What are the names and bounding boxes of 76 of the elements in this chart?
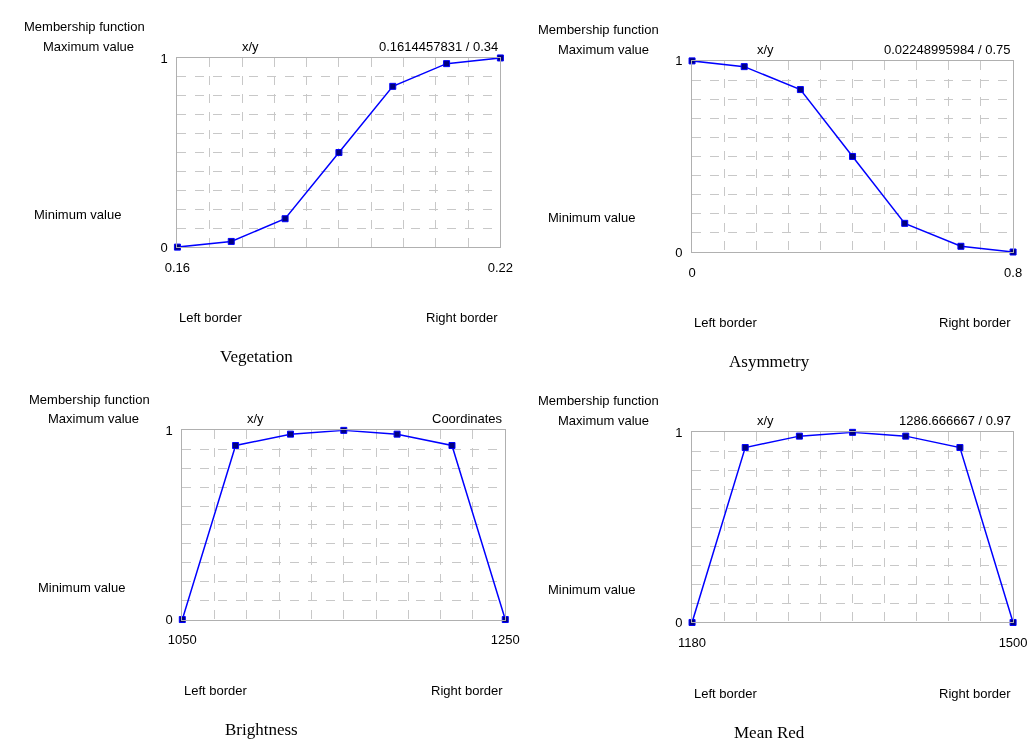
text: Maximum value bbox=[43, 39, 135, 54]
text: Minimum value bbox=[548, 582, 636, 597]
text: Coordinates bbox=[432, 411, 503, 426]
text: Right border bbox=[431, 683, 504, 698]
x-tick-label: 1050 bbox=[167, 632, 197, 648]
text: Brightness bbox=[225, 720, 298, 739]
text: Minimum value bbox=[548, 210, 636, 225]
point bbox=[957, 242, 965, 250]
x-tick-label: 1500 bbox=[998, 635, 1028, 651]
x-tick-label: 0 bbox=[688, 264, 696, 280]
y-tick-label: 0 bbox=[160, 239, 168, 255]
point bbox=[448, 442, 456, 449]
point bbox=[1009, 248, 1017, 256]
point bbox=[443, 60, 451, 68]
text: Membership function bbox=[29, 392, 150, 407]
text: 0.02248995984 / 0.75 bbox=[884, 42, 1011, 57]
point bbox=[956, 444, 964, 452]
text: Vegetation bbox=[220, 347, 294, 366]
text: Minimum value bbox=[34, 207, 122, 222]
point bbox=[741, 444, 749, 452]
x-tick-label: 0.8 bbox=[1004, 264, 1023, 280]
y-tick-label: 1 bbox=[675, 424, 683, 440]
point bbox=[335, 149, 343, 157]
point bbox=[389, 82, 397, 90]
point bbox=[393, 430, 401, 438]
point bbox=[902, 432, 910, 440]
text: x/y bbox=[757, 42, 775, 57]
y-tick-label: 0 bbox=[165, 612, 173, 628]
point bbox=[287, 430, 294, 438]
line-series bbox=[178, 426, 509, 624]
text: Membership function bbox=[24, 19, 145, 34]
text: Right border bbox=[939, 686, 1012, 701]
text: 0.1614457831 / 0.34 bbox=[379, 39, 499, 54]
point bbox=[232, 442, 240, 449]
y-tick-label: 1 bbox=[165, 422, 173, 438]
y-tick-label: 1 bbox=[160, 50, 168, 66]
text: Right border bbox=[426, 310, 499, 325]
line-series bbox=[688, 57, 1017, 256]
point bbox=[795, 432, 803, 440]
text: x/y bbox=[242, 39, 260, 54]
text: Left border bbox=[184, 683, 248, 698]
text: x/y bbox=[247, 411, 265, 426]
x-tick-label: 0.22 bbox=[487, 259, 514, 275]
x-tick-label: 1180 bbox=[678, 635, 707, 651]
text: Membership function bbox=[538, 22, 659, 37]
y-tick-label: 0 bbox=[675, 244, 683, 260]
text: Membership function bbox=[538, 393, 659, 408]
text: Left border bbox=[694, 686, 758, 701]
line-series bbox=[688, 428, 1017, 626]
point bbox=[796, 86, 804, 94]
text: x/y bbox=[757, 413, 775, 428]
text: Minimum value bbox=[38, 580, 126, 595]
x-tick-label: 1250 bbox=[490, 632, 520, 648]
text: Maximum value bbox=[558, 42, 650, 57]
text: Mean Red bbox=[734, 723, 805, 742]
point bbox=[227, 237, 235, 245]
point bbox=[496, 54, 504, 62]
line-series bbox=[173, 54, 504, 251]
point bbox=[688, 57, 696, 65]
text: Maximum value bbox=[48, 411, 140, 426]
text: Right border bbox=[939, 315, 1012, 330]
text: Asymmetry bbox=[729, 352, 810, 371]
y-tick-label: 1 bbox=[675, 53, 683, 69]
point bbox=[740, 63, 748, 71]
point bbox=[688, 618, 696, 626]
text: Maximum value bbox=[558, 413, 650, 428]
text: Left border bbox=[179, 310, 243, 325]
text: Left border bbox=[694, 315, 758, 330]
point bbox=[1009, 618, 1017, 626]
text: 1286.666667 / 0.97 bbox=[899, 413, 1012, 428]
x-tick-label: 0.16 bbox=[164, 259, 191, 275]
y-tick-label: 0 bbox=[675, 615, 683, 631]
point bbox=[849, 152, 857, 160]
point bbox=[901, 219, 909, 227]
point bbox=[281, 215, 289, 223]
point bbox=[173, 243, 181, 251]
